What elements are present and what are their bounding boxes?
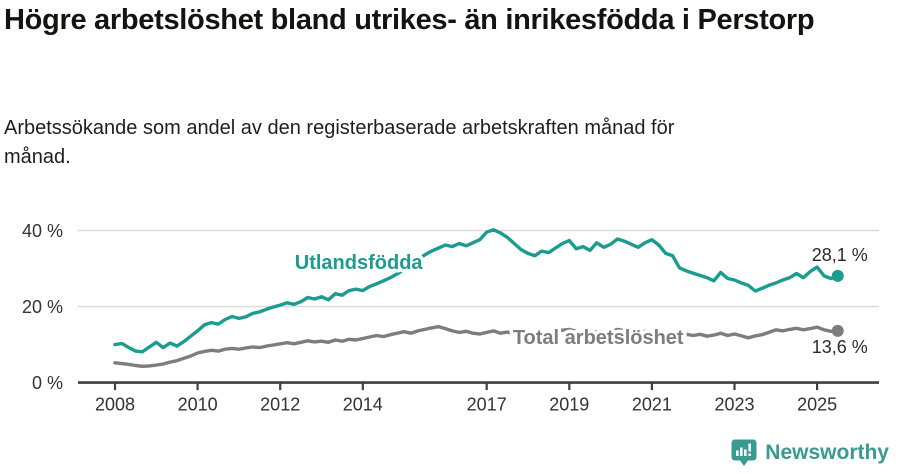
x-tick-label: 2008: [95, 395, 135, 415]
subtitle-line-1: Arbetssökande som andel av den registerb…: [4, 117, 675, 139]
x-tick-label: 2021: [632, 395, 672, 415]
x-tick-label: 2023: [714, 395, 754, 415]
newsworthy-wordmark: Newsworthy: [765, 441, 889, 464]
x-tick-label: 2017: [467, 395, 507, 415]
x-tick-label: 2019: [549, 395, 589, 415]
page-subtitle: Arbetssökande som andel av den registerb…: [4, 114, 674, 172]
series-line-total: [113, 324, 840, 369]
x-tick-label: 2025: [797, 395, 837, 415]
y-tick-label: 0 %: [32, 373, 63, 393]
series-end-value-total: 13,6 %: [812, 337, 868, 357]
series-end-dot-total: [831, 324, 844, 337]
chart-canvas: 40 % 20 % 0 % Utlandsfödda 28,1 % Total arbet…: [22, 221, 879, 415]
y-tick-label: 20 %: [22, 297, 63, 317]
series-line-utlandsfodda: [113, 228, 840, 354]
x-tick-label: 2010: [178, 395, 218, 415]
series-label-total: Total arbetslöshet: [513, 327, 684, 349]
subtitle-line-2: månad.: [4, 146, 71, 168]
line-chart: 40 % 20 % 0 % Utlandsfödda 28,1 % Total arbet…: [0, 195, 900, 435]
x-tick-label: 2014: [343, 395, 383, 415]
series-end-value-utlandsfodda: 28,1 %: [812, 245, 868, 265]
newsworthy-branding: Newsworthy: [731, 438, 889, 468]
y-tick-label: 40 %: [22, 221, 63, 241]
page-title: Högre arbetslöshet bland utrikes- än inr…: [4, 4, 815, 36]
x-tick-label: 2012: [260, 395, 300, 415]
series-end-dot-utlandsfodda: [831, 269, 844, 282]
series-label-utlandsfodda: Utlandsfödda: [295, 252, 424, 274]
newsworthy-logo-icon: [731, 439, 757, 466]
